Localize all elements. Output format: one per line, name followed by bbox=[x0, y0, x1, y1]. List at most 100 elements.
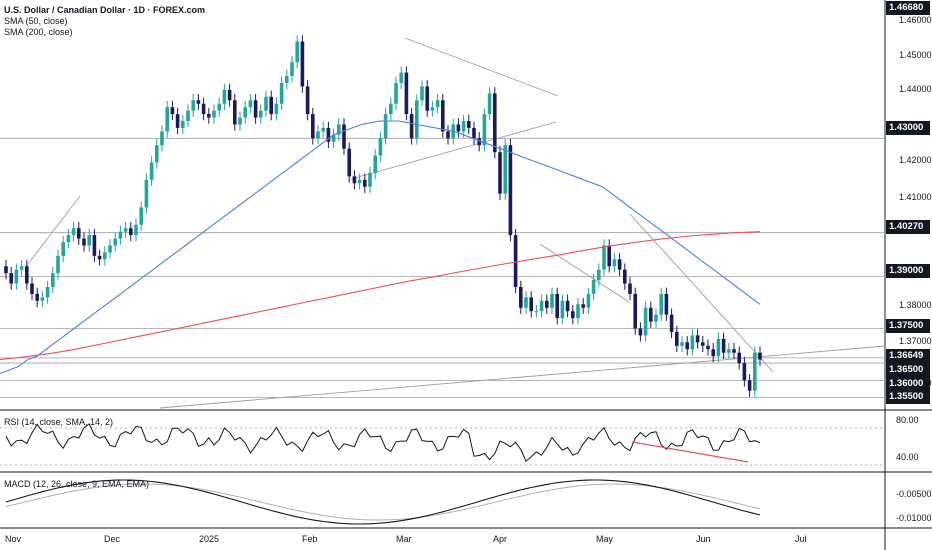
candle-body bbox=[9, 273, 13, 284]
candle-body bbox=[669, 314, 674, 332]
candle-body bbox=[129, 228, 133, 236]
trendline bbox=[24, 195, 81, 269]
price-tag: 1.43000 bbox=[886, 121, 930, 135]
candle-body bbox=[477, 138, 481, 146]
candle-body bbox=[139, 207, 143, 225]
candle-body bbox=[399, 72, 403, 83]
candle-body bbox=[591, 280, 596, 294]
candle-body bbox=[222, 89, 227, 104]
candle-body bbox=[66, 235, 71, 243]
time-label: Nov bbox=[5, 534, 22, 544]
candle-body bbox=[347, 148, 351, 177]
candle-body bbox=[305, 86, 310, 115]
candle-body bbox=[685, 342, 689, 350]
candle-body bbox=[316, 131, 320, 139]
candle-body bbox=[4, 266, 8, 274]
macd-signal-line bbox=[5, 483, 761, 521]
candle-body bbox=[498, 152, 502, 194]
rsi-trendline bbox=[631, 441, 749, 463]
candle-body bbox=[742, 363, 747, 381]
time-label: Apr bbox=[493, 534, 508, 544]
candle-body bbox=[113, 238, 117, 246]
candle-body bbox=[602, 245, 606, 270]
candle-body bbox=[170, 107, 175, 115]
candle-body bbox=[326, 127, 331, 142]
candle-body bbox=[695, 335, 700, 343]
candle-body bbox=[212, 110, 216, 118]
candle-body bbox=[435, 100, 440, 108]
candle-body bbox=[337, 124, 341, 135]
candle-body bbox=[456, 124, 461, 132]
candle-body bbox=[155, 145, 159, 163]
candle-body bbox=[747, 380, 752, 391]
candle-body bbox=[529, 297, 533, 312]
candle-body bbox=[649, 307, 653, 322]
candle-body bbox=[186, 110, 190, 122]
candle-body bbox=[659, 293, 663, 315]
candle-body bbox=[30, 283, 34, 294]
candle-body bbox=[737, 352, 741, 364]
sma200-legend: SMA (200, close) bbox=[4, 27, 73, 37]
price-tag: 1.37500 bbox=[886, 319, 930, 333]
time-label: Dec bbox=[104, 534, 121, 544]
candle-body bbox=[19, 266, 24, 270]
candle-body bbox=[539, 300, 544, 312]
candle-body bbox=[612, 259, 617, 267]
candle-body bbox=[560, 300, 565, 319]
candle-body bbox=[207, 114, 211, 118]
candle-body bbox=[77, 228, 81, 239]
price-tag: 1.36649 bbox=[886, 349, 930, 363]
price-tag: 1.39000 bbox=[886, 264, 930, 278]
candle-body bbox=[513, 235, 518, 287]
time-label: 2025 bbox=[199, 534, 220, 544]
macd-label: MACD (12, 26, close, 9, EMA, EMA) bbox=[4, 479, 150, 489]
trendline bbox=[159, 345, 886, 409]
time-label: May bbox=[596, 534, 614, 544]
candle-body bbox=[378, 138, 383, 156]
candle-body bbox=[404, 72, 409, 115]
candle-body bbox=[201, 103, 206, 115]
price-tag: 1.35500 bbox=[886, 390, 930, 404]
candle-body bbox=[373, 155, 377, 173]
candle-body bbox=[196, 100, 201, 104]
candle-body bbox=[711, 349, 715, 357]
indicator-axis-label: 80.00 bbox=[896, 415, 919, 425]
macd-line bbox=[5, 479, 761, 525]
candle-body bbox=[628, 283, 632, 294]
candle-body bbox=[118, 231, 123, 239]
candle-body bbox=[331, 134, 336, 142]
candle-body bbox=[51, 273, 55, 287]
symbol-title: U.S. Dollar / Canadian Dollar · 1D · FOR… bbox=[4, 5, 206, 15]
candle-body bbox=[342, 124, 346, 149]
candle-body bbox=[175, 114, 180, 128]
candle-body bbox=[92, 235, 97, 256]
candle-body bbox=[87, 235, 91, 246]
candle-body bbox=[493, 93, 497, 153]
candle-body bbox=[441, 100, 445, 132]
candle-body bbox=[550, 293, 554, 308]
candle-body bbox=[617, 259, 622, 270]
price-tag: 1.36500 bbox=[886, 363, 930, 377]
price-axis-label: 1.38000 bbox=[899, 300, 932, 310]
indicator-axis-label: 40.00 bbox=[896, 452, 919, 462]
candle-body bbox=[643, 307, 648, 336]
candle-body bbox=[279, 82, 284, 104]
candle-body bbox=[409, 114, 414, 139]
candle-body bbox=[165, 107, 169, 132]
trendline bbox=[629, 213, 774, 373]
candle-body bbox=[487, 93, 492, 115]
price-axis-label: 1.45000 bbox=[899, 50, 932, 60]
price-tag: 1.46680 bbox=[886, 1, 930, 15]
candle-body bbox=[243, 107, 247, 118]
candle-body bbox=[654, 314, 658, 322]
candle-body bbox=[555, 293, 559, 319]
candle-body bbox=[721, 338, 726, 353]
candle-body bbox=[108, 245, 112, 253]
sma50-line bbox=[0, 120, 761, 374]
trendline bbox=[350, 121, 557, 180]
candle-body bbox=[35, 293, 39, 301]
candle-body bbox=[25, 266, 29, 284]
candle-body bbox=[565, 300, 570, 312]
candle-body bbox=[519, 286, 523, 308]
